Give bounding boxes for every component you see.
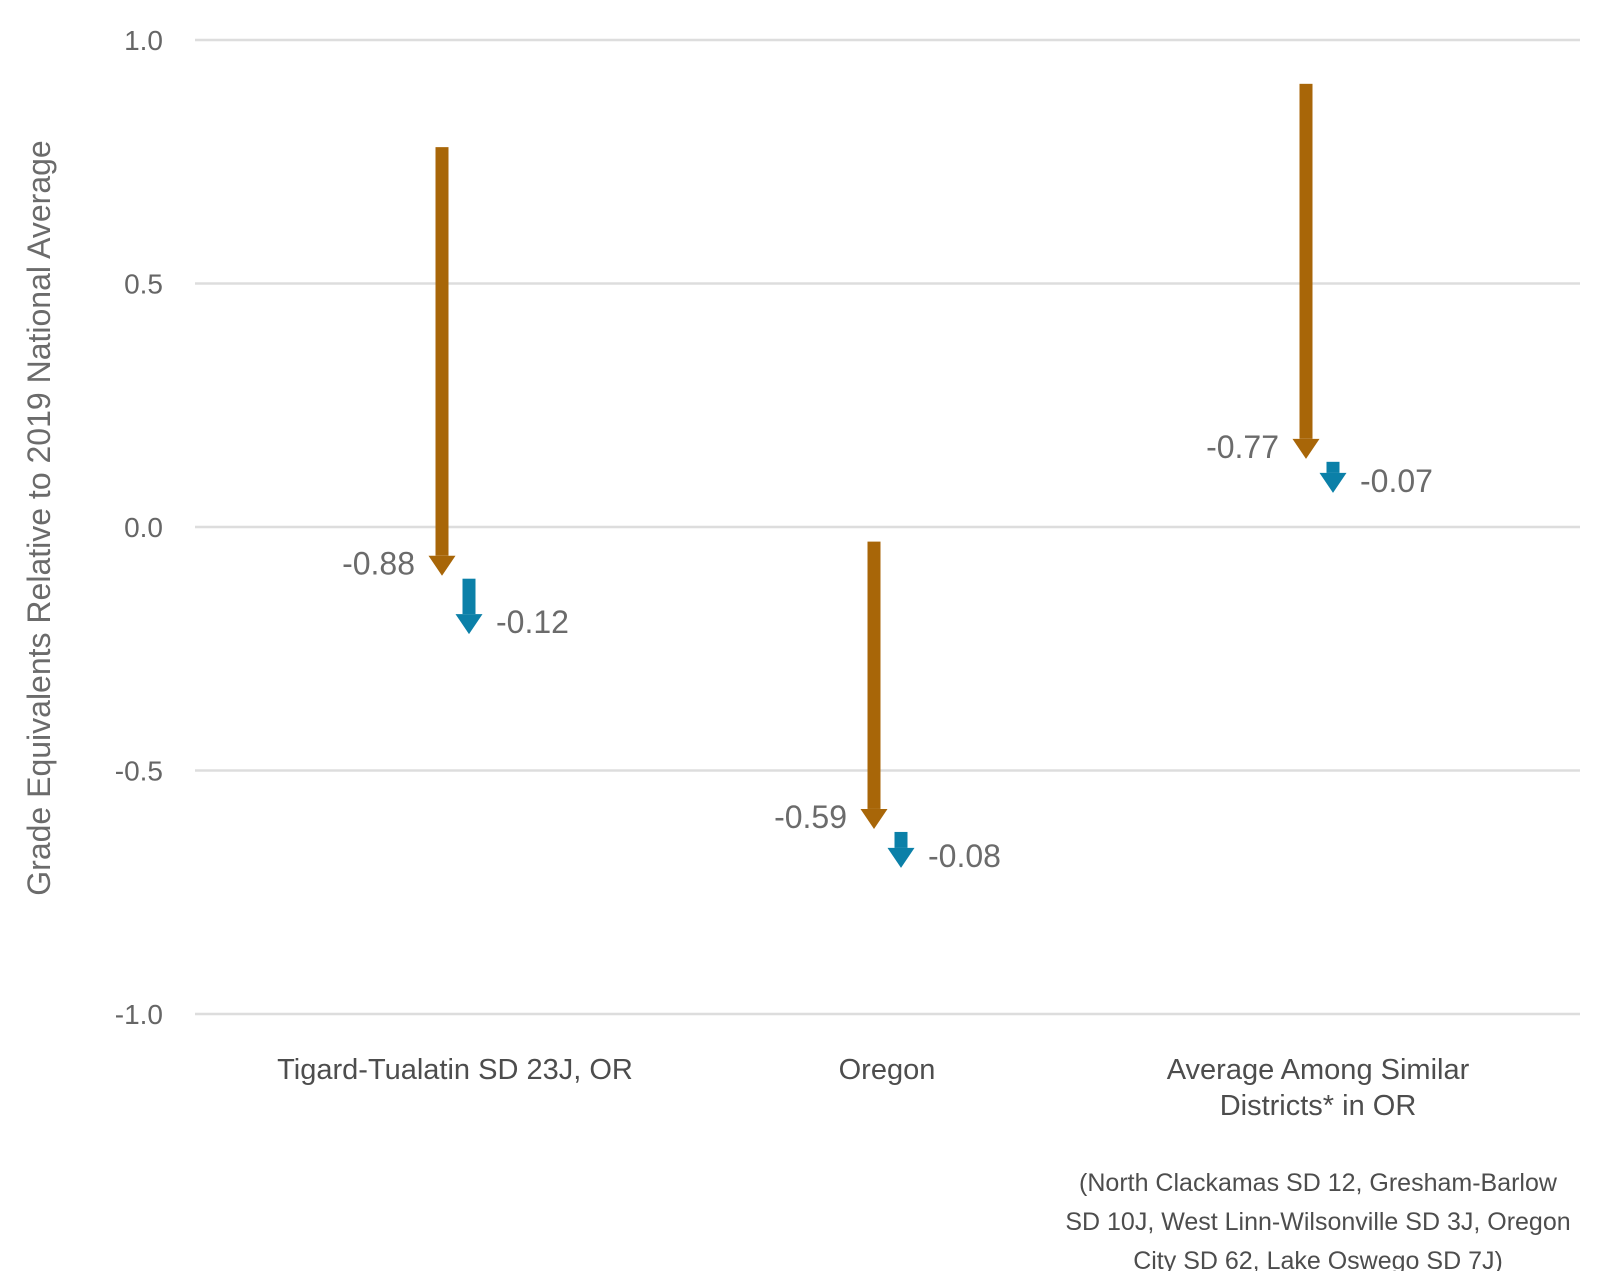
category-label: Average Among Similar: [1167, 1054, 1470, 1086]
second-change-label: -0.07: [1360, 463, 1433, 499]
footnote-line: City SD 62, Lake Oswego SD 7J): [1133, 1247, 1503, 1271]
y-axis-ticks: 1.0 0.5 0.0 -0.5 -1.0: [115, 25, 163, 1030]
category-label: Tigard-Tualatin SD 23J, OR: [277, 1054, 633, 1086]
first-change-arrow-head: [860, 808, 888, 829]
category-labels: Tigard-Tualatin SD 23J, OR Oregon Average …: [277, 1054, 1469, 1122]
first-change-arrow: [428, 147, 456, 576]
y-tick-label: -0.5: [115, 756, 163, 787]
footnote: (North Clackamas SD 12, Gresham-Barlow SD…: [1065, 1169, 1570, 1271]
first-change-label: -0.88: [342, 546, 415, 582]
gridlines: [195, 38, 1580, 1016]
arrow-marks: -0.88 -0.12 -0.59 -0.08 -0.77 -0.07: [342, 83, 1433, 874]
y-axis-label: Grade Equivalents Relative to 2019 Natio…: [21, 140, 57, 895]
second-change-arrow-head: [1319, 472, 1347, 493]
first-change-arrow-head: [1292, 438, 1320, 459]
first-change-arrow-shaft: [867, 541, 881, 809]
second-change-arrow-shaft: [1326, 461, 1340, 473]
y-tick-label: 0.0: [124, 512, 163, 543]
first-change-label: -0.59: [774, 799, 847, 835]
second-change-arrow: [887, 831, 915, 868]
second-change-arrow-shaft: [462, 578, 476, 615]
y-tick-label: 0.5: [124, 269, 163, 300]
footnote-line: SD 10J, West Linn-Wilsonville SD 3J, Ore…: [1065, 1208, 1570, 1236]
first-change-arrow-shaft: [435, 147, 449, 556]
second-change-arrow-shaft: [894, 831, 908, 848]
first-change-arrow: [1292, 83, 1320, 459]
footnote-line: (North Clackamas SD 12, Gresham-Barlow: [1079, 1169, 1558, 1197]
second-change-arrow: [1319, 461, 1347, 493]
category-label: Oregon: [839, 1054, 936, 1086]
y-tick-label: 1.0: [124, 25, 163, 56]
second-change-arrow: [455, 578, 483, 635]
first-change-arrow: [860, 541, 888, 829]
second-change-label: -0.08: [928, 838, 1001, 874]
second-change-arrow-head: [455, 614, 483, 635]
second-change-label: -0.12: [496, 604, 569, 640]
first-change-label: -0.77: [1206, 429, 1279, 465]
second-change-arrow-head: [887, 847, 915, 868]
y-tick-label: -1.0: [115, 999, 163, 1030]
first-change-arrow-shaft: [1299, 83, 1313, 439]
category-label: Districts* in OR: [1220, 1090, 1417, 1122]
first-change-arrow-head: [428, 555, 456, 576]
